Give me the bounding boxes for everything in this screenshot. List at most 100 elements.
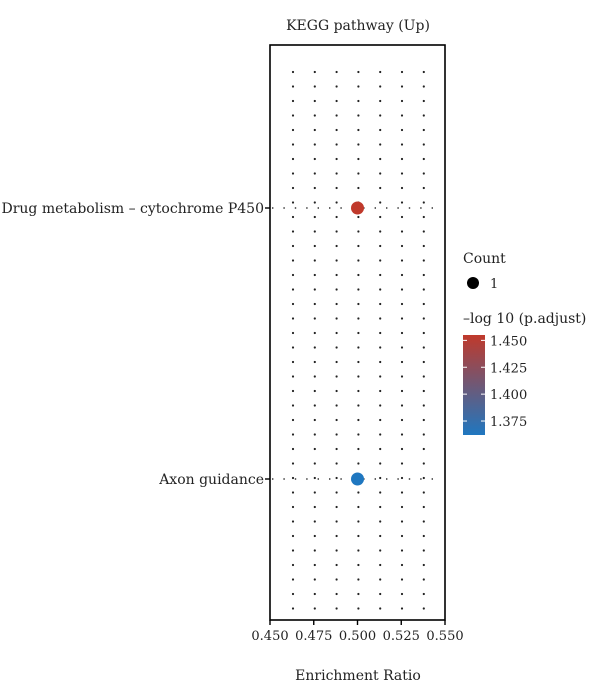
grid-dot xyxy=(335,186,338,190)
grid-dot xyxy=(357,491,360,494)
grid-dot xyxy=(357,346,360,349)
grid-dot xyxy=(291,563,295,567)
grid-dot xyxy=(422,244,425,248)
grid-dot xyxy=(379,128,382,132)
grid-dot xyxy=(291,317,295,320)
grid-dot xyxy=(357,99,360,103)
grid-dot xyxy=(291,143,295,146)
grid-dot xyxy=(335,433,338,436)
grid-dot xyxy=(335,331,338,335)
grid-dot xyxy=(422,404,425,407)
grid-dot xyxy=(422,157,425,161)
grid-dot xyxy=(291,230,295,233)
grid-dot xyxy=(291,404,295,407)
grid-dot xyxy=(335,317,338,320)
grid-dot xyxy=(379,273,382,277)
grid-dot xyxy=(379,418,382,422)
grid-dot xyxy=(335,70,338,74)
grid-dot xyxy=(313,607,316,610)
grid-dot xyxy=(291,259,295,262)
grid-dot xyxy=(422,418,425,422)
grid-dot xyxy=(335,128,338,132)
grid-dot xyxy=(400,447,404,451)
grid-dot xyxy=(335,563,338,567)
color-legend-title: –log 10 (p.adjust) xyxy=(463,311,586,327)
grid-dot xyxy=(335,505,338,509)
grid-dot xyxy=(335,404,338,407)
grid-dot xyxy=(400,259,404,262)
grid-dot xyxy=(335,375,338,378)
grid-dot xyxy=(291,346,295,349)
grid-dot xyxy=(291,607,295,610)
grid-dot xyxy=(379,186,382,190)
grid-dot xyxy=(291,186,295,190)
grid-dot xyxy=(291,157,295,161)
grid-dot xyxy=(379,534,382,538)
grid-dot xyxy=(422,578,425,581)
grid-dot xyxy=(379,288,382,291)
x-tick-label: 0.450 xyxy=(251,629,288,644)
grid-dot xyxy=(379,578,382,581)
grid-dot xyxy=(313,404,316,407)
grid-dot xyxy=(400,70,404,74)
grid-dot xyxy=(379,70,382,74)
grid-dot xyxy=(335,172,338,175)
grid-dot xyxy=(379,447,382,451)
grid-dot xyxy=(335,230,338,233)
grid-dot xyxy=(400,157,404,161)
grid-dot xyxy=(400,491,404,494)
grid-dot xyxy=(291,331,295,335)
grid-dot xyxy=(379,462,382,465)
grid-dot xyxy=(335,99,338,103)
color-bar-tick-label: 1.400 xyxy=(490,388,527,403)
grid-dot xyxy=(335,302,338,306)
grid-dot xyxy=(379,520,382,523)
grid-dot xyxy=(422,592,425,596)
grid-dot xyxy=(291,578,295,581)
grid-dot xyxy=(335,549,338,552)
grid-dot xyxy=(313,520,316,523)
grid-dot xyxy=(379,157,382,161)
grid-dot xyxy=(357,433,360,436)
grid-dot xyxy=(422,85,425,88)
data-points xyxy=(351,201,364,486)
grid-dot xyxy=(379,505,382,509)
grid-dot xyxy=(400,215,404,219)
grid-dot xyxy=(400,114,404,117)
grid-dot xyxy=(400,201,404,204)
grid-dot xyxy=(291,592,295,596)
grid-dot xyxy=(313,433,316,436)
grid-dot xyxy=(422,520,425,523)
grid-dot xyxy=(335,578,338,581)
grid-dot xyxy=(335,418,338,422)
grid-dot xyxy=(357,230,360,233)
grid-dot xyxy=(379,302,382,306)
data-point xyxy=(351,472,364,486)
size-legend: Count 1 xyxy=(463,251,506,292)
grid-dot xyxy=(379,143,382,146)
grid-dot xyxy=(335,85,338,88)
grid-dot xyxy=(400,592,404,596)
grid-dot xyxy=(313,201,316,204)
size-legend-label: 1 xyxy=(490,277,498,292)
grid-dot xyxy=(422,114,425,117)
grid-dot xyxy=(357,186,360,190)
grid-dot xyxy=(291,476,295,480)
grid-dot xyxy=(379,331,382,335)
grid-dot xyxy=(422,549,425,552)
grid-dot xyxy=(291,85,295,88)
grid-dot xyxy=(335,143,338,146)
grid-dot xyxy=(400,244,404,248)
grid-dot xyxy=(357,114,360,117)
grid-dot xyxy=(400,99,404,103)
grid-dot xyxy=(291,201,295,204)
grid-dot xyxy=(357,288,360,291)
grid-dot xyxy=(422,273,425,277)
grid-dot xyxy=(400,331,404,335)
grid-dot xyxy=(313,360,316,364)
grid-dot xyxy=(379,549,382,552)
grid-dot xyxy=(291,288,295,291)
grid-dots xyxy=(291,70,425,610)
grid-dot xyxy=(335,491,338,494)
grid-dot xyxy=(400,433,404,436)
